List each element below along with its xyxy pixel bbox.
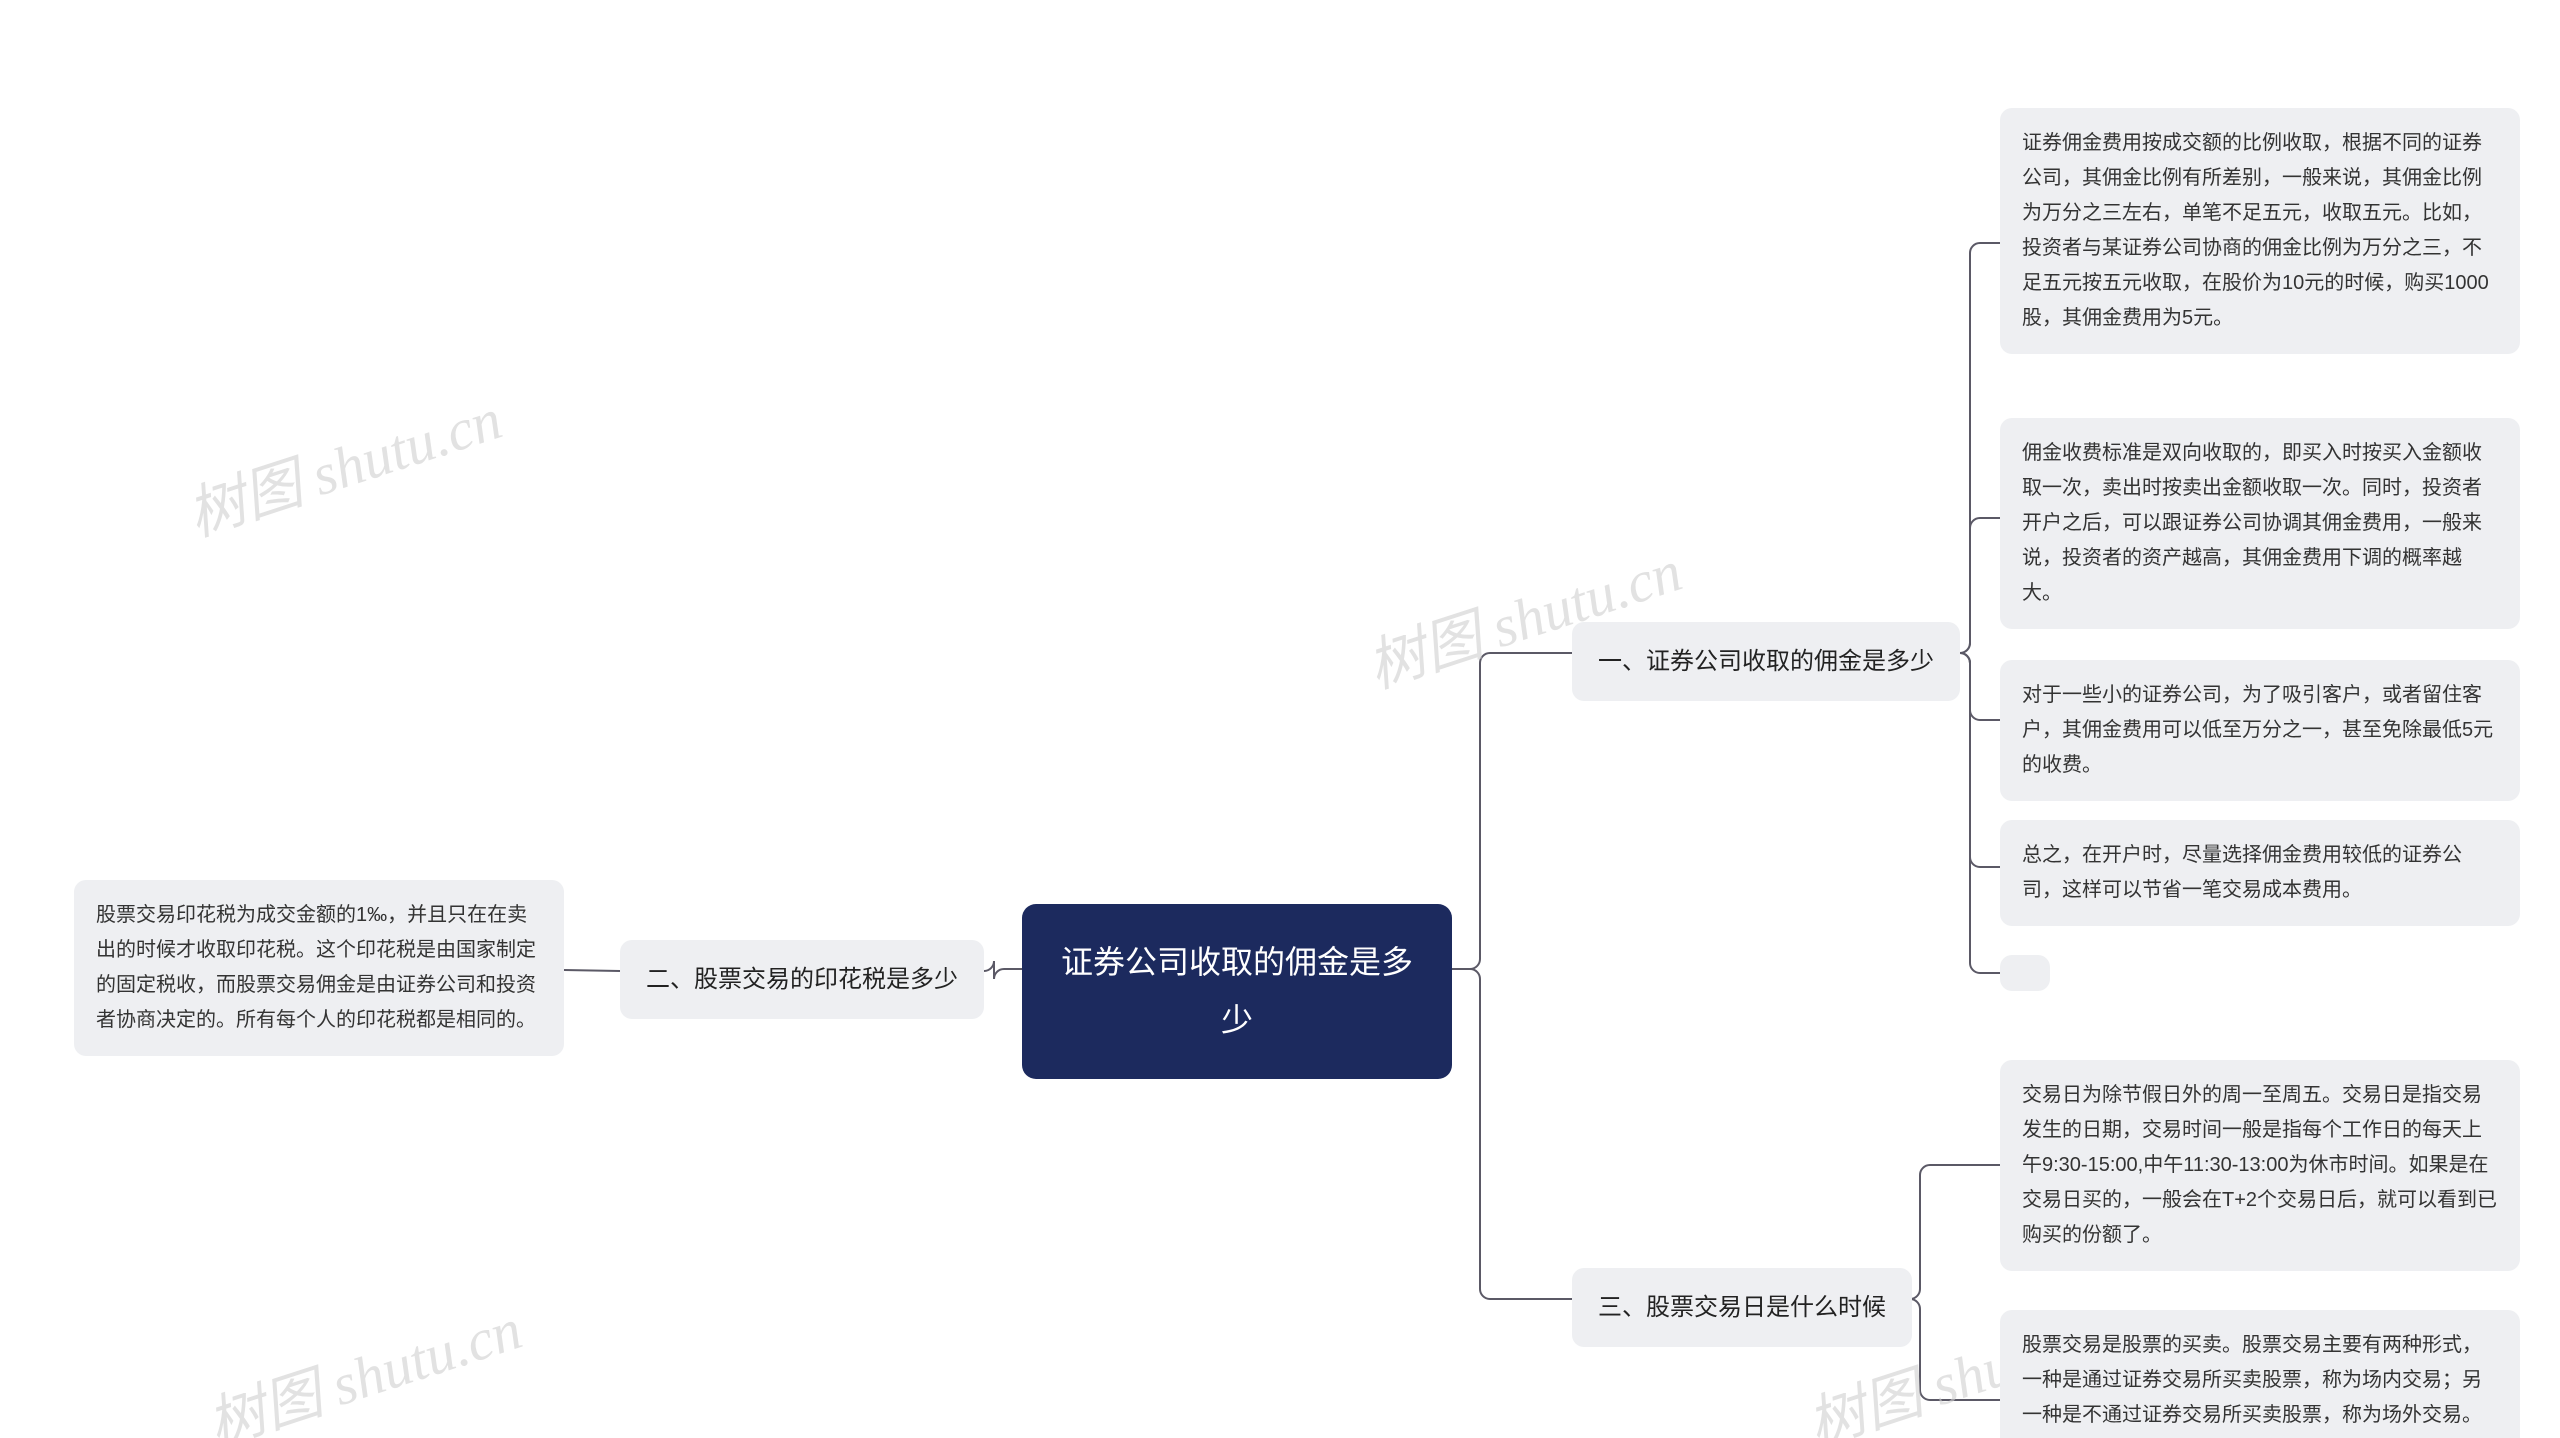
leaf-commission-detail-3[interactable]: 对于一些小的证券公司，为了吸引客户，或者留住客户，其佣金费用可以低至万分之一，甚… [2000,660,2520,801]
mindmap-canvas: 树图 shutu.cn 树图 shutu.cn 树图 shutu.cn 树图 s… [0,0,2560,1438]
connector [564,970,620,971]
leaf-commission-empty[interactable]: ​ [2000,955,2050,991]
leaf-trading-day-1[interactable]: 交易日为除节假日外的周一至周五。交易日是指交易发生的日期，交易时间一般是指每个工… [2000,1060,2520,1271]
leaf-stamp-tax-1[interactable]: 股票交易印花税为成交金额的1‰，并且只在在卖出的时候才收取印花税。这个印花税是由… [74,880,564,1056]
leaf-commission-detail-2[interactable]: 佣金收费标准是双向收取的，即买入时按买入金额收取一次，卖出时按卖出金额收取一次。… [2000,418,2520,629]
branch-trading-day[interactable]: 三、股票交易日是什么时候 [1572,1268,1912,1347]
leaf-commission-detail-4[interactable]: 总之，在开户时，尽量选择佣金费用较低的证券公司，这样可以节省一笔交易成本费用。 [2000,820,2520,926]
connector [1452,653,1572,969]
branch-commission[interactable]: 一、证券公司收取的佣金是多少 [1572,622,1960,701]
connector [1452,969,1572,1299]
root-node[interactable]: 证券公司收取的佣金是多少 [1022,904,1452,1079]
branch-stamp-tax[interactable]: 二、股票交易的印花税是多少 [620,940,984,1019]
leaf-trading-day-2[interactable]: 股票交易是股票的买卖。股票交易主要有两种形式，一种是通过证券交易所买卖股票，称为… [2000,1310,2520,1438]
connector [1942,653,2000,973]
watermark: 树图 shutu.cn [195,1282,530,1438]
connector [1942,243,2000,653]
leaf-commission-detail-1[interactable]: 证券佣金费用按成交额的比例收取，根据不同的证券公司，其佣金比例有所差别，一般来说… [2000,108,2520,354]
watermark: 树图 shutu.cn [175,372,510,552]
